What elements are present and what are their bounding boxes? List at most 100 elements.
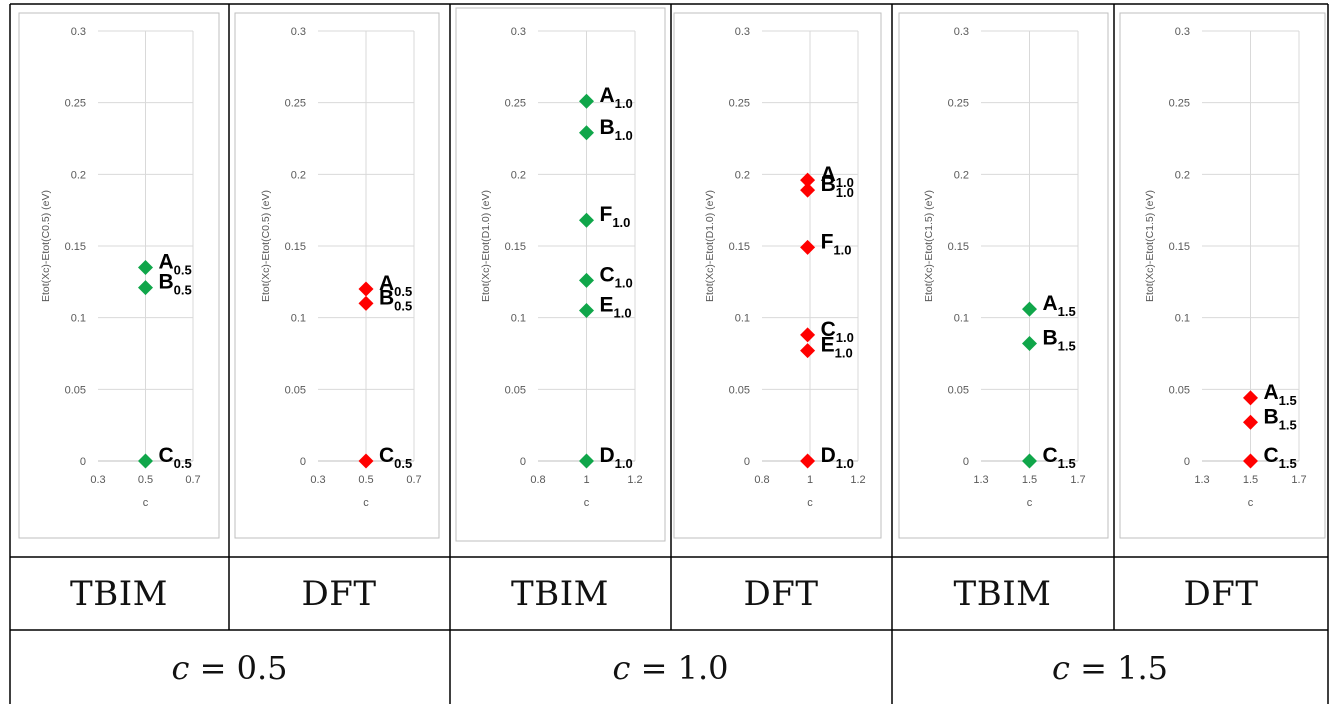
- panel-label-tbim-c15: TBIM: [953, 574, 1052, 614]
- y-tick-label: 0.15: [729, 241, 750, 253]
- point-label: C0.5: [159, 444, 192, 471]
- y-tick-label: 0.25: [505, 98, 526, 110]
- data-point: [1022, 335, 1037, 351]
- data-point: [579, 303, 594, 318]
- point-label: D1.0: [600, 444, 633, 471]
- x-tick-label: 1: [807, 474, 813, 486]
- x-axis-label: c: [807, 497, 813, 509]
- data-point: [800, 239, 816, 255]
- y-tick-label: 0: [520, 456, 526, 468]
- x-tick-label: 0.5: [138, 474, 153, 486]
- y-tick-label: 0: [963, 456, 969, 468]
- x-axis-label: c: [363, 497, 369, 509]
- chart-panel-0: 0 0.05 0.1 0.15 0.2 0.25 0.3 0.3 0.5 0.7 c Etot(Xc)…: [18, 12, 220, 539]
- data-point: [138, 280, 153, 296]
- y-tick-label: 0.3: [291, 26, 306, 38]
- data-point: [1243, 414, 1258, 430]
- x-tick-label: 0.8: [754, 474, 769, 486]
- y-tick-label: 0.15: [948, 241, 969, 253]
- point-label: A0.5: [159, 251, 192, 278]
- x-tick-label: 0.7: [185, 474, 200, 486]
- data-point: [800, 172, 816, 188]
- y-tick-label: 0.2: [1175, 169, 1190, 181]
- chart-box: [234, 12, 440, 539]
- y-axis-label: Etot(Xc)-Etot(D1.0) (eV): [480, 190, 492, 302]
- panel-label-tbim-c05: TBIM: [70, 574, 168, 614]
- data-point: [800, 327, 816, 343]
- point-label: A1.5: [1043, 292, 1076, 319]
- y-tick-label: 0.2: [735, 169, 750, 181]
- y-tick-label: 0.25: [285, 98, 306, 110]
- chart-box: [455, 7, 666, 542]
- y-axis-label: Etot(Xc)-Etot(C1.5) (eV): [923, 190, 935, 302]
- y-tick-label: 0.25: [948, 98, 969, 110]
- data-point: [1022, 453, 1037, 469]
- x-tick-label: 1.5: [1022, 474, 1037, 486]
- point-label: E1.0: [600, 294, 632, 321]
- data-point: [358, 453, 374, 469]
- x-axis-label: c: [1027, 497, 1033, 509]
- data-point: [800, 182, 816, 198]
- y-axis-label: Etot(Xc)-Etot(C0.5) (eV): [40, 190, 52, 302]
- x-tick-label: 0.7: [406, 474, 421, 486]
- group-var: c: [171, 648, 190, 687]
- y-tick-label: 0.3: [71, 26, 86, 38]
- y-tick-label: 0.1: [735, 313, 750, 325]
- point-label: B1.0: [600, 116, 633, 143]
- data-point: [358, 281, 374, 297]
- y-tick-label: 0.2: [954, 169, 969, 181]
- point-label: E1.0: [821, 334, 853, 361]
- chart-panel-1: 0 0.05 0.1 0.15 0.2 0.25 0.3 0.3 0.5 0.7 c Etot(Xc)…: [234, 12, 440, 539]
- group-label-c10: c = 1.0: [450, 631, 891, 704]
- y-tick-label: 0.3: [1175, 26, 1190, 38]
- y-tick-label: 0.15: [505, 241, 526, 253]
- x-tick-label: 0.5: [358, 474, 373, 486]
- point-label: A1.5: [1264, 381, 1297, 408]
- x-tick-label: 0.3: [310, 474, 325, 486]
- x-tick-label: 0.3: [90, 474, 105, 486]
- x-tick-label: 1.3: [973, 474, 988, 486]
- group-op: =: [199, 648, 227, 687]
- y-tick-label: 0.3: [511, 26, 526, 38]
- point-label: B0.5: [379, 286, 412, 313]
- x-tick-label: 1.2: [850, 474, 865, 486]
- y-tick-label: 0.05: [1169, 384, 1190, 396]
- y-tick-label: 0: [744, 456, 750, 468]
- group-var: c: [612, 648, 631, 687]
- point-label: F1.0: [600, 203, 631, 230]
- table-grid: [9, 3, 1329, 704]
- y-tick-label: 0.1: [291, 313, 306, 325]
- data-point: [800, 343, 816, 359]
- point-label: C0.5: [379, 444, 412, 471]
- y-tick-label: 0: [80, 456, 86, 468]
- x-tick-label: 1.7: [1070, 474, 1085, 486]
- chart-box: [898, 12, 1109, 539]
- y-tick-label: 0.05: [285, 384, 306, 396]
- panel-label-dft-c05: DFT: [301, 574, 377, 614]
- point-label: B1.0: [821, 173, 854, 200]
- y-tick-label: 0.1: [954, 313, 969, 325]
- point-label: C1.5: [1043, 444, 1076, 471]
- y-tick-label: 0.25: [1169, 98, 1190, 110]
- panel-label-dft-c15: DFT: [1183, 574, 1259, 614]
- y-tick-label: 0.2: [511, 169, 526, 181]
- point-label: B1.5: [1264, 405, 1297, 432]
- chart-panel-3: 0 0.05 0.1 0.15 0.2 0.25 0.3 0.8 1 1.2 c Etot(Xc)-E…: [673, 12, 882, 539]
- point-label: D1.0: [821, 444, 854, 471]
- y-tick-label: 0.1: [511, 313, 526, 325]
- data-point: [579, 125, 594, 141]
- chart-box: [673, 12, 882, 539]
- y-tick-label: 0.25: [729, 98, 750, 110]
- data-point: [1243, 453, 1258, 469]
- group-op: =: [1080, 648, 1107, 687]
- y-tick-label: 0.3: [954, 26, 969, 38]
- y-tick-label: 0.3: [735, 26, 750, 38]
- y-tick-label: 0.1: [1175, 313, 1190, 325]
- y-axis-label: Etot(Xc)-Etot(C1.5) (eV): [1144, 190, 1156, 302]
- point-label: A1.0: [821, 163, 854, 190]
- y-tick-label: 0.05: [65, 384, 86, 396]
- point-label: A1.0: [600, 84, 633, 111]
- point-label: C1.5: [1264, 444, 1297, 471]
- point-label: C1.0: [821, 318, 854, 345]
- data-point: [358, 295, 374, 311]
